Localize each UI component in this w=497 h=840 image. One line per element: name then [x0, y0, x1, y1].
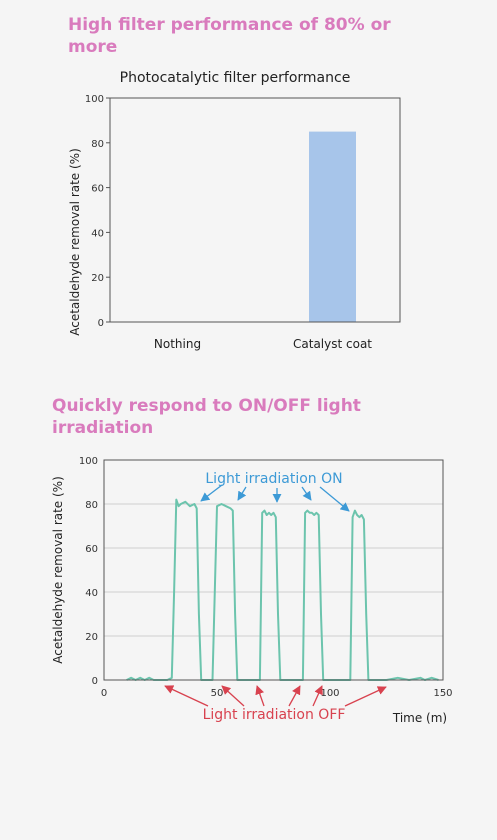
light-off-arrow [221, 685, 245, 707]
light-off-arrow [288, 685, 301, 707]
line-chart-x-axis-label: Time (m) [392, 711, 447, 725]
line-chart-x-tick-label: 50 [211, 688, 224, 699]
bar-chart-y-tick-label: 100 [85, 94, 104, 105]
performance-heading: High filter performance of 80% or more [68, 15, 391, 57]
light-on-arrow [200, 484, 223, 502]
bar-chart-plot-frame [109, 97, 401, 323]
light-off-arrow [164, 685, 209, 707]
light-off-arrow [312, 685, 323, 707]
line-chart-plot-frame [103, 459, 444, 681]
bar-chart-y-tick-label: 40 [91, 228, 104, 239]
bar-chart-category-label: Nothing [154, 337, 201, 351]
line-chart-y-tick-label: 20 [85, 632, 98, 643]
light-off-arrow [255, 685, 265, 707]
bar-chart-y-axis-label: Acetaldehyde removal rate (%) [68, 148, 82, 336]
bar-chart-y-tick-label: 60 [91, 184, 104, 195]
line-chart-x-tick-label: 150 [433, 688, 452, 699]
response-heading: Quickly respond to ON/OFF light irradiat… [52, 396, 361, 438]
light-on-arrow [237, 486, 247, 501]
bar-chart-title: Photocatalytic filter performance [120, 70, 351, 86]
bar-chart-category-label: Catalyst coat [293, 337, 372, 351]
light-off-arrow [344, 686, 387, 707]
bar-chart-y-tick-label: 0 [98, 318, 104, 329]
light-on-annotation: Light irradiation ON [205, 471, 342, 487]
light-on-arrow [301, 486, 312, 501]
line-chart: Acetaldehyde removal rate (%) Time (m) 0… [51, 456, 453, 725]
line-chart-y-tick-label: 0 [92, 676, 98, 687]
bar-chart: Photocatalytic filter performance Acetal… [68, 70, 401, 351]
bar-catalyst-coat [309, 131, 356, 322]
line-chart-y-tick-label: 60 [85, 544, 98, 555]
line-chart-y-axis-label: Acetaldehyde removal rate (%) [51, 476, 65, 664]
line-chart-y-tick-label: 80 [85, 500, 98, 511]
line-chart-x-tick-label: 0 [101, 688, 107, 699]
bar-chart-y-tick-label: 20 [91, 273, 104, 284]
line-chart-y-tick-label: 100 [79, 456, 98, 467]
light-on-arrow [319, 486, 350, 512]
light-off-annotation: Light irradiation OFF [203, 707, 346, 723]
line-chart-x-tick-label: 100 [320, 688, 339, 699]
line-chart-y-tick-label: 40 [85, 588, 98, 599]
removal-rate-series-line [126, 498, 439, 681]
bar-chart-y-tick-label: 80 [91, 139, 104, 150]
